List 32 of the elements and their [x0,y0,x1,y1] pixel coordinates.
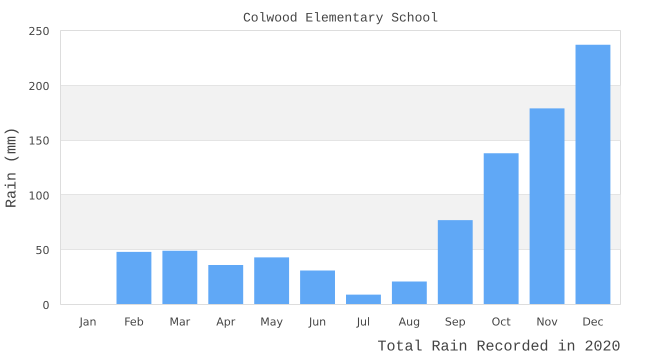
y-axis-title: Rain (mm) [4,126,21,208]
bar [530,108,564,304]
x-tick-label: Jul [356,316,370,328]
x-tick-label: Nov [536,316,558,328]
bar [116,252,152,304]
x-tick-label: May [260,316,284,328]
x-axis-title: Total Rain Recorded in 2020 [377,338,621,356]
x-tick-label: Dec [582,316,604,328]
bar [162,250,198,304]
y-tick-label: 150 [28,134,50,148]
chart-title: Colwood Elementary School [242,10,438,26]
x-tick-label: Mar [169,316,191,328]
y-tick-label: 100 [28,189,50,202]
y-tick-label: 0 [42,299,50,312]
x-tick-label: Jun [308,316,326,328]
x-tick-label: Sep [444,316,466,328]
y-tick-label: 200 [28,80,50,93]
bar [346,294,381,304]
y-tick-label: 250 [28,25,50,38]
bar [254,257,290,304]
x-tick-label: Oct [492,316,512,328]
x-tick-label: Jan [78,316,97,328]
y-tick-label: 50 [36,244,50,258]
x-tick-label: Aug [398,316,420,328]
bar [392,281,427,304]
bar [438,220,473,304]
bar [300,270,335,304]
x-tick-label: Apr [216,316,236,328]
bar [208,265,244,304]
x-tick-label: Feb [124,316,144,328]
bar [484,153,519,304]
bar [576,44,610,304]
